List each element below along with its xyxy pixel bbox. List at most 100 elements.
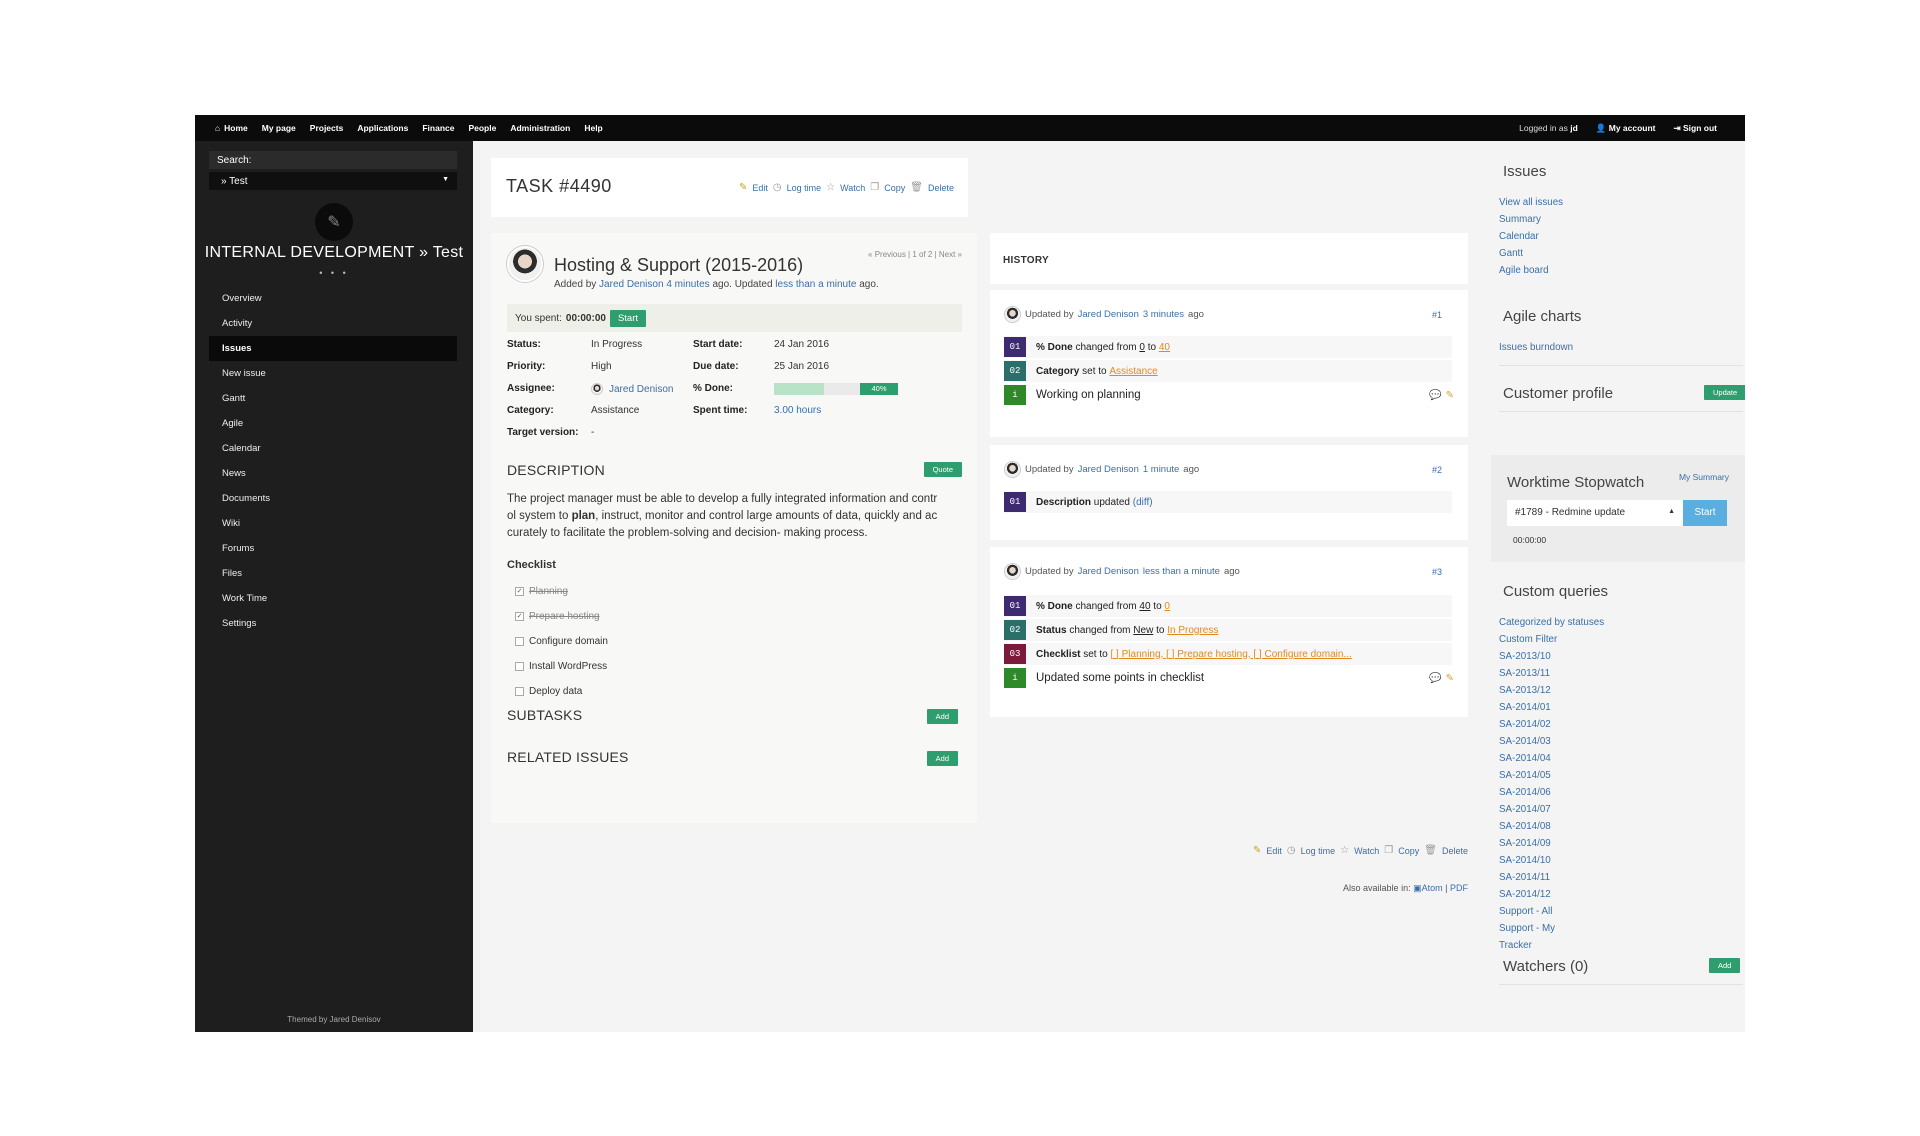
custom-query-link[interactable]: SA-2014/06: [1499, 787, 1551, 798]
checkbox-checked[interactable]: ✓: [515, 587, 524, 596]
update-customer-button[interactable]: Update: [1704, 385, 1745, 400]
quote-button[interactable]: Quote: [923, 462, 962, 477]
top-nav-home[interactable]: ⌂ Home: [215, 123, 248, 133]
sidebar-item-forums[interactable]: Forums: [222, 543, 255, 554]
top-nav-finance[interactable]: Finance: [422, 123, 455, 133]
entry-author-link[interactable]: Jared Denison: [1077, 309, 1139, 320]
assignee-link[interactable]: Jared Denison: [609, 383, 674, 395]
entry-author-link[interactable]: Jared Denison: [1077, 464, 1139, 475]
copy-link[interactable]: Copy: [884, 182, 906, 193]
copy-link[interactable]: Copy: [1398, 845, 1420, 856]
top-nav-my-page[interactable]: My page: [261, 123, 296, 133]
added-ago-link[interactable]: 4 minutes: [666, 279, 710, 290]
custom-query-link[interactable]: SA-2014/09: [1499, 838, 1551, 849]
sidebar-item-overview[interactable]: Overview: [222, 293, 262, 304]
view-all-issues-link[interactable]: View all issues: [1499, 197, 1564, 208]
gantt-link[interactable]: Gantt: [1499, 248, 1523, 259]
sidebar-item-activity[interactable]: Activity: [222, 318, 253, 329]
top-nav-projects[interactable]: Projects: [309, 123, 344, 133]
sidebar-item-settings[interactable]: Settings: [222, 618, 257, 629]
checkbox[interactable]: [515, 662, 524, 671]
add-subtask-button[interactable]: Add: [926, 709, 958, 724]
edit-link[interactable]: Edit: [752, 182, 768, 193]
comment-icon[interactable]: 💬: [1429, 390, 1442, 401]
pdf-link[interactable]: PDF: [1450, 883, 1468, 893]
entry-ago-link[interactable]: less than a minute: [1142, 566, 1220, 577]
custom-query-link[interactable]: SA-2013/11: [1499, 668, 1551, 679]
add-related-button[interactable]: Add: [926, 751, 958, 766]
comment-icon[interactable]: 💬: [1429, 673, 1442, 684]
sign-out-link[interactable]: ⇥ Sign out: [1674, 123, 1718, 134]
watch-link[interactable]: Watch: [840, 182, 866, 193]
start-timer-button[interactable]: Start: [609, 309, 646, 327]
my-summary-link[interactable]: My Summary: [1678, 472, 1729, 482]
custom-query-link[interactable]: SA-2014/08: [1499, 821, 1551, 832]
watch-link[interactable]: Watch: [1354, 845, 1380, 856]
entry-number-link[interactable]: #3: [1431, 567, 1442, 577]
custom-query-link[interactable]: SA-2014/02: [1499, 719, 1551, 730]
pencil-icon[interactable]: ✎: [1445, 673, 1454, 684]
custom-query-link[interactable]: SA-2014/03: [1499, 736, 1551, 747]
custom-query-link[interactable]: SA-2013/12: [1499, 685, 1551, 696]
entry-ago-link[interactable]: 3 minutes: [1142, 309, 1185, 320]
my-account-link[interactable]: 👤 My account: [1596, 123, 1656, 134]
checkbox[interactable]: [515, 687, 524, 696]
issue-pager[interactable]: « Previous | 1 of 2 | Next »: [868, 250, 962, 259]
top-nav-help[interactable]: Help: [584, 123, 603, 133]
custom-query-link[interactable]: Support - All: [1499, 906, 1553, 917]
custom-query-link[interactable]: SA-2013/10: [1499, 651, 1551, 662]
custom-query-link[interactable]: SA-2014/05: [1499, 770, 1551, 781]
edit-link[interactable]: Edit: [1266, 845, 1282, 856]
updated-ago-link[interactable]: less than a minute: [775, 279, 857, 290]
diff-link[interactable]: (diff): [1132, 496, 1153, 508]
sidebar-item-agile[interactable]: Agile: [222, 418, 244, 429]
delete-link[interactable]: Delete: [927, 182, 954, 193]
custom-query-link[interactable]: SA-2014/10: [1499, 855, 1551, 866]
sidebar-item-news[interactable]: News: [222, 468, 246, 479]
top-nav-people[interactable]: People: [468, 123, 497, 133]
entry-number-link[interactable]: #1: [1431, 310, 1442, 320]
delete-link[interactable]: Delete: [1441, 845, 1468, 856]
log-time-link[interactable]: Log time: [1300, 845, 1336, 856]
calendar-link[interactable]: Calendar: [1499, 231, 1539, 242]
custom-query-link[interactable]: SA-2014/04: [1499, 753, 1551, 764]
sidebar-item-gantt[interactable]: Gantt: [222, 393, 246, 404]
custom-query-link[interactable]: SA-2014/07: [1499, 804, 1551, 815]
custom-query-link[interactable]: SA-2014/11: [1499, 872, 1551, 883]
project-jump-select[interactable]: » Test ▼: [209, 172, 457, 190]
log-time-link[interactable]: Log time: [786, 182, 822, 193]
search-input[interactable]: Search:: [209, 151, 457, 169]
checkbox[interactable]: [515, 637, 524, 646]
top-nav-applications[interactable]: Applications: [357, 123, 409, 133]
add-watcher-button[interactable]: Add: [1709, 958, 1741, 973]
summary-link[interactable]: Summary: [1499, 214, 1541, 225]
custom-query-link[interactable]: Support - My: [1499, 923, 1556, 934]
spent-time-link[interactable]: 3.00 hours: [774, 405, 822, 416]
top-nav-administration[interactable]: Administration: [510, 123, 571, 133]
checkbox-checked[interactable]: ✓: [515, 612, 524, 621]
atom-link[interactable]: Atom: [1421, 883, 1443, 893]
done-progress-fill: [774, 383, 824, 395]
custom-query-link[interactable]: SA-2014/01: [1499, 702, 1551, 713]
sidebar-item-new-issue[interactable]: New issue: [222, 368, 266, 379]
agile-board-link[interactable]: Agile board: [1499, 265, 1549, 276]
entry-author-link[interactable]: Jared Denison: [1077, 566, 1139, 577]
sidebar-item-files[interactable]: Files: [222, 568, 243, 579]
stopwatch-issue-select[interactable]: #1789 - Redmine update ▲: [1507, 500, 1683, 526]
sidebar-item-calendar[interactable]: Calendar: [222, 443, 261, 454]
sidebar-item-documents[interactable]: Documents: [222, 493, 271, 504]
custom-query-link[interactable]: Categorized by statuses: [1499, 617, 1605, 628]
pencil-icon[interactable]: ✎: [1445, 390, 1454, 401]
sidebar-item-wiki[interactable]: Wiki: [222, 518, 240, 529]
sidebar-item-issues[interactable]: Issues: [209, 336, 457, 361]
entry-ago-link[interactable]: 1 minute: [1142, 464, 1180, 475]
entry-number-link[interactable]: #2: [1431, 465, 1442, 475]
custom-query-link[interactable]: SA-2014/12: [1499, 889, 1551, 900]
custom-query-link[interactable]: Custom Filter: [1499, 634, 1558, 645]
logged-in-user[interactable]: jd: [1570, 123, 1578, 133]
issues-burndown-link[interactable]: Issues burndown: [1499, 342, 1574, 353]
sidebar-item-work-time[interactable]: Work Time: [222, 593, 268, 604]
stopwatch-start-button[interactable]: Start: [1683, 500, 1727, 526]
author-link[interactable]: Jared Denison: [599, 279, 664, 290]
custom-query-link[interactable]: Tracker: [1499, 940, 1532, 951]
